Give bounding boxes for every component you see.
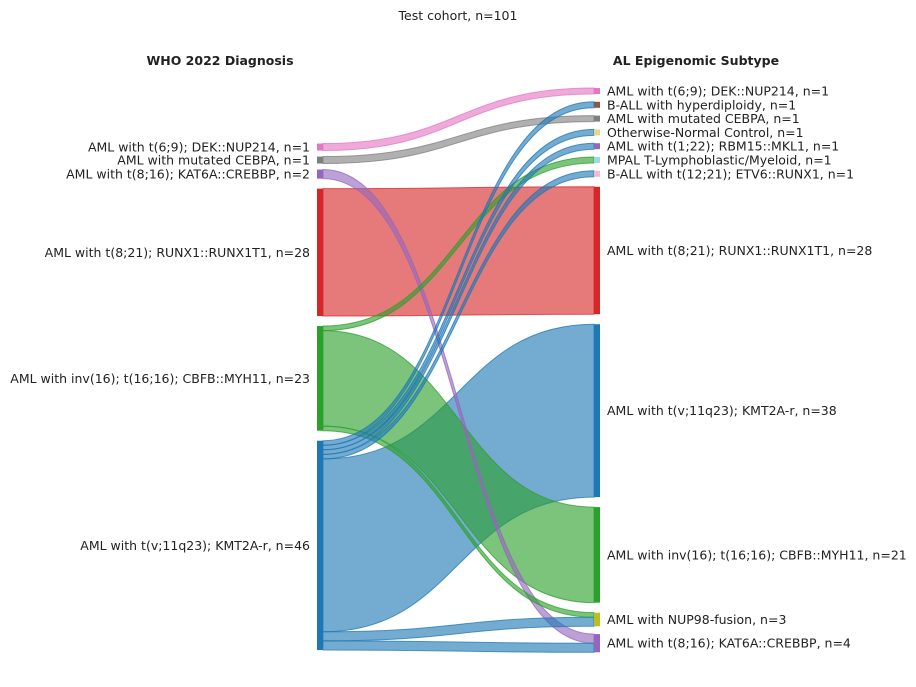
right-node-label: MPAL T-Lymphoblastic/Myeloid, n=1 xyxy=(607,153,832,168)
right-node-label: AML with t(6;9); DEK::NUP214, n=1 xyxy=(607,84,829,99)
left-node-bar xyxy=(317,188,323,317)
right-node-bar xyxy=(594,170,600,177)
left-node-label: AML with t(8;21); RUNX1::RUNX1T1, n=28 xyxy=(45,245,310,260)
right-node-bar xyxy=(594,507,600,603)
right-node-label: AML with mutated CEBPA, n=1 xyxy=(607,111,800,126)
right-node-bar xyxy=(594,612,600,627)
right-node-bar xyxy=(594,324,600,498)
left-node-bar xyxy=(317,169,323,179)
left-node-label: AML with t(v;11q23); KMT2A-r, n=46 xyxy=(80,538,310,553)
right-node-label: AML with NUP98-fusion, n=3 xyxy=(607,612,786,627)
right-node-label: AML with t(8;16); KAT6A::CREBBP, n=4 xyxy=(607,636,851,651)
right-node-bar xyxy=(594,115,600,122)
chart-title: Test cohort, n=101 xyxy=(398,8,518,23)
left-node-label: AML with mutated CEBPA, n=1 xyxy=(117,153,310,168)
right-node-label: AML with t(8;21); RUNX1::RUNX1T1, n=28 xyxy=(607,243,872,258)
right-node-label: B-ALL with t(12;21); ETV6::RUNX1, n=1 xyxy=(607,166,854,181)
right-node-bar xyxy=(594,186,600,315)
right-node-bar xyxy=(594,634,600,653)
right-node-label: AML with t(1;22); RBM15::MKL1, n=1 xyxy=(607,139,839,154)
left-column-header: WHO 2022 Diagnosis xyxy=(146,53,293,68)
left-node-label: AML with t(8;16); KAT6A::CREBBP, n=2 xyxy=(66,167,310,182)
left-node-bar xyxy=(317,156,323,164)
right-node-bar xyxy=(594,101,600,108)
left-node-bar xyxy=(317,326,323,431)
right-node-label: Otherwise-Normal Control, n=1 xyxy=(607,125,804,140)
right-node-bar xyxy=(594,143,600,150)
right-node-bar xyxy=(594,157,600,163)
left-node-label: AML with inv(16); t(16;16); CBFB::MYH11,… xyxy=(10,371,310,386)
right-node-label: AML with t(v;11q23); KMT2A-r, n=38 xyxy=(607,403,837,418)
flow-link xyxy=(322,640,595,653)
right-node-bar xyxy=(594,88,600,94)
left-node-bar xyxy=(317,440,323,650)
left-node-bar xyxy=(317,143,323,151)
right-node-label: AML with inv(16); t(16;16); CBFB::MYH11,… xyxy=(607,547,907,562)
left-node-label: AML with t(6;9); DEK::NUP214, n=1 xyxy=(88,140,310,155)
links-layer xyxy=(322,87,595,653)
right-node-bar xyxy=(594,129,600,136)
right-node-label: B-ALL with hyperdiploidy, n=1 xyxy=(607,97,796,112)
right-column-header: AL Epigenomic Subtype xyxy=(613,53,779,68)
nodes-layer xyxy=(317,88,600,653)
